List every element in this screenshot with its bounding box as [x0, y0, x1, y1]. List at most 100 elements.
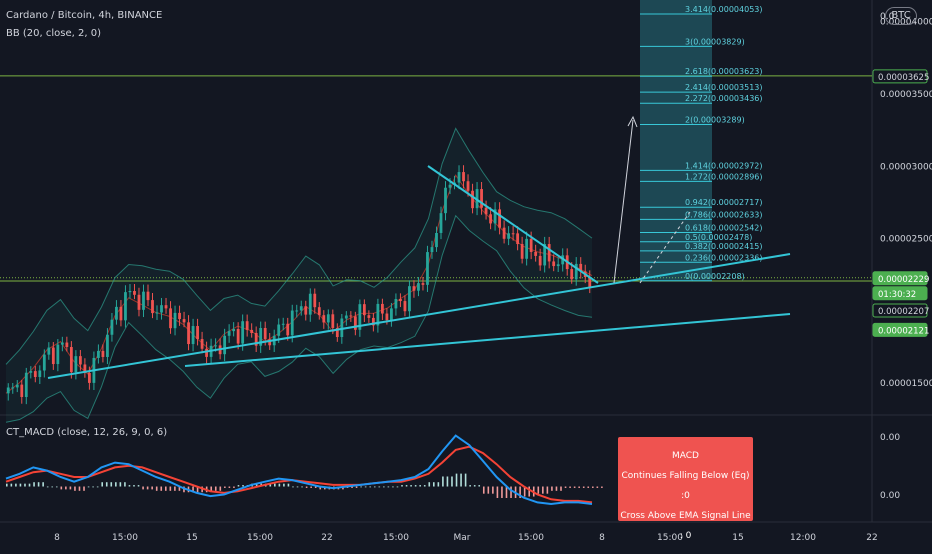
- candle-body: [466, 181, 470, 191]
- macd-histogram-bar: [46, 486, 49, 488]
- price-marker-box: [872, 322, 928, 337]
- macd-histogram-bar: [428, 482, 431, 487]
- price-marker-label: 0.00002229: [878, 275, 929, 285]
- candle-body: [241, 321, 245, 344]
- candle-body: [173, 312, 177, 329]
- candle-body: [462, 172, 465, 182]
- macd-histogram-bar: [87, 486, 90, 488]
- macd-histogram-bar: [523, 486, 526, 497]
- candle-body: [326, 314, 330, 323]
- candle-body: [331, 314, 335, 328]
- macd-histogram-bar: [51, 486, 54, 488]
- candle-body: [254, 332, 258, 346]
- macd-histogram-bar: [560, 486, 562, 491]
- macd-histogram-bar: [228, 486, 231, 488]
- candle-body: [155, 312, 159, 314]
- macd-line: [5, 434, 593, 506]
- candle-body: [263, 327, 267, 340]
- candle-body: [502, 227, 506, 239]
- candle-body: [340, 318, 344, 338]
- macd-histogram-bar: [478, 485, 481, 487]
- macd-histogram-bar: [128, 485, 131, 487]
- macd-histogram-bar: [414, 485, 417, 487]
- macd-histogram-bar: [587, 486, 590, 488]
- time-axis-tick: 8: [599, 533, 605, 543]
- candle-body: [29, 371, 33, 373]
- candle-body: [412, 286, 416, 291]
- macd-histogram-bar: [37, 482, 40, 487]
- macd-histogram-bar: [219, 486, 222, 491]
- candle-body: [376, 303, 380, 326]
- macd-histogram-bar: [578, 486, 580, 488]
- macd-histogram-bar: [28, 483, 31, 487]
- macd-histogram-bar: [233, 486, 235, 488]
- macd-histogram-bar: [287, 483, 290, 487]
- macd-histogram-bar: [551, 486, 553, 491]
- price-marker-box: [872, 286, 928, 301]
- candle-body: [489, 214, 492, 224]
- candle-body: [435, 232, 438, 248]
- candle-body: [308, 293, 312, 315]
- candle-body: [74, 356, 78, 373]
- macd-histogram-bar: [224, 486, 226, 488]
- price-axis-tick: 0.00003000: [880, 162, 932, 172]
- macd-histogram-bar: [174, 486, 176, 491]
- price-marker-box: [872, 69, 928, 84]
- macd-histogram-bar: [142, 486, 144, 490]
- time-axis-tick: 12:00: [790, 533, 816, 543]
- chart-title: Cardano / Bitcoin, 4h, BINANCE: [6, 10, 163, 21]
- macd-histogram-bar: [105, 482, 108, 487]
- candle-body: [516, 233, 520, 245]
- macd-histogram-bar: [255, 483, 258, 487]
- macd-histogram-bar: [278, 483, 281, 487]
- candle-body: [119, 306, 123, 321]
- macd-histogram-bar: [237, 485, 240, 487]
- bb-indicator-label[interactable]: BB (20, close, 2, 0): [6, 28, 101, 39]
- candle-body: [538, 255, 542, 266]
- macd-histogram-bar: [378, 486, 381, 488]
- rising-support-trendline: [47, 253, 791, 379]
- macd-histogram-bar: [269, 483, 272, 487]
- macd-histogram-bar: [124, 482, 126, 487]
- macd-indicator-label[interactable]: CT_MACD (close, 12, 26, 9, 0, 6): [6, 427, 168, 438]
- macd-histogram-bar: [473, 485, 476, 487]
- macd-histogram-bar: [296, 486, 299, 488]
- macd-histogram-bar: [314, 486, 317, 488]
- macd-histogram-bar: [410, 485, 412, 487]
- candle-body: [570, 269, 574, 280]
- macd-histogram-bar: [69, 486, 72, 490]
- candle-body: [403, 301, 407, 312]
- macd-histogram-bar: [133, 485, 135, 487]
- macd-histogram-bar: [596, 486, 599, 488]
- projection-dashed-line: [639, 211, 691, 284]
- macd-histogram-bar: [546, 486, 549, 494]
- macd-histogram-bar: [155, 486, 158, 491]
- candle-body: [304, 306, 308, 315]
- candle-body: [353, 316, 357, 330]
- fib-level-label: 3.414(0.00004053): [685, 5, 763, 14]
- candle-body: [277, 324, 281, 336]
- macd-histogram-bar: [242, 485, 244, 487]
- candle-body: [142, 291, 145, 310]
- candle-body: [484, 207, 488, 215]
- macd-histogram-bar: [573, 486, 576, 488]
- currency-badge[interactable]: BTC: [885, 7, 917, 25]
- fib-level-label: 0.5(0.00002478): [685, 233, 752, 242]
- price-marker-label: 0.00002121: [878, 326, 929, 336]
- candle-body: [507, 233, 511, 239]
- macd-histogram-bar: [451, 476, 453, 487]
- candle-body: [151, 300, 154, 314]
- candle-body: [60, 342, 64, 345]
- macd-histogram-bar: [78, 486, 81, 491]
- candle-body: [232, 328, 236, 332]
- candle-body: [259, 327, 263, 346]
- candle-body: [552, 261, 556, 267]
- candle-body: [358, 304, 362, 330]
- candle-body: [408, 286, 411, 312]
- fib-level-label: 0(0.00002208): [685, 272, 745, 281]
- macd-histogram-bar: [423, 485, 426, 487]
- macd-histogram-bar: [387, 486, 390, 488]
- fib-level-label: 2.272(0.00003436): [685, 94, 763, 103]
